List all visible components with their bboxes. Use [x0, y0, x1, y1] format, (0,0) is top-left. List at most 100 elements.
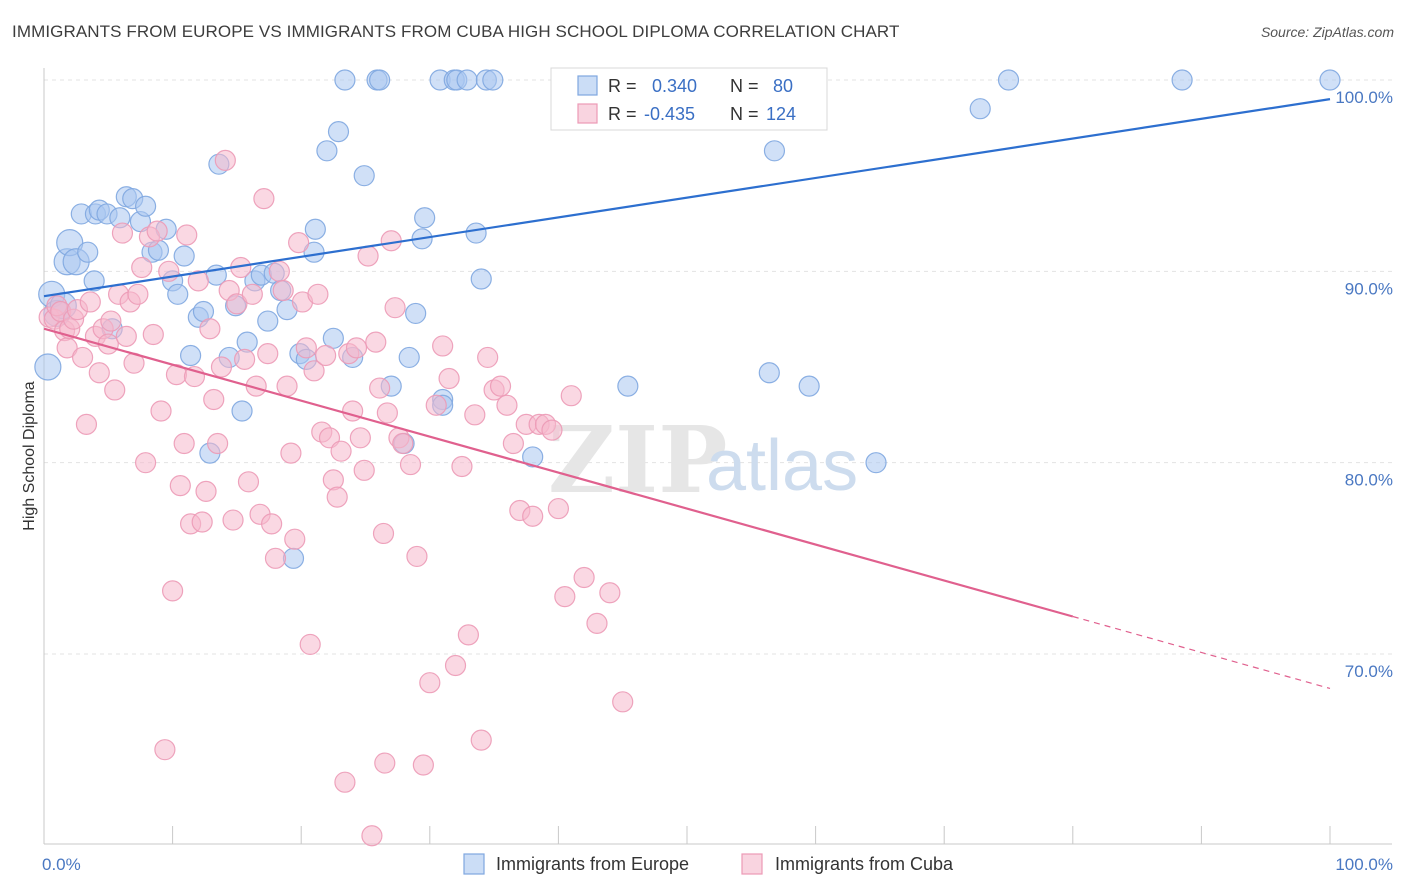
cuba-point — [131, 256, 153, 279]
cuba-point — [477, 346, 499, 369]
europe-point — [180, 344, 202, 367]
cuba-point — [432, 335, 454, 357]
legend-n-label-europe: N = — [730, 76, 759, 96]
europe-point — [282, 547, 305, 569]
cuba-point — [365, 331, 387, 353]
cuba-point — [241, 283, 263, 305]
legend-r-value-cuba: -0.435 — [644, 104, 695, 124]
europe-point — [398, 346, 420, 369]
cuba-point — [438, 367, 460, 390]
cuba-point — [470, 729, 492, 751]
cuba-point — [554, 585, 576, 608]
cuba-point — [586, 612, 608, 634]
cuba-point — [169, 475, 191, 497]
bottom-legend-label-europe: Immigrants from Europe — [496, 854, 689, 874]
cuba-point — [307, 283, 329, 305]
cuba-point — [154, 739, 176, 761]
cuba-point — [560, 385, 582, 407]
legend-r-label-cuba: R = — [608, 104, 637, 124]
y-tick-labels: 70.0% 80.0% 90.0% 100.0% — [1335, 88, 1393, 681]
europe-point — [798, 375, 820, 397]
trend-line-cuba — [43, 327, 1074, 618]
cuba-point — [334, 771, 356, 793]
cuba-point — [522, 505, 544, 527]
cuba-point — [451, 455, 473, 478]
cuba-point — [264, 547, 287, 569]
europe-point — [758, 362, 780, 384]
cuba-point — [272, 279, 294, 302]
cuba-point — [419, 672, 441, 694]
cuba-point — [111, 222, 134, 244]
cuba-point — [199, 318, 221, 340]
cuba-point — [71, 346, 94, 369]
cuba-point — [372, 522, 395, 545]
cuba-point — [257, 343, 279, 365]
cuba-point — [104, 379, 126, 401]
europe-point — [465, 222, 487, 244]
y-tick-label-80: 80.0% — [1345, 471, 1393, 490]
cuba-point — [330, 440, 352, 462]
legend-r-label-europe: R = — [608, 76, 637, 96]
europe-point — [1171, 69, 1193, 91]
europe-point — [173, 245, 195, 267]
europe-point — [327, 121, 350, 143]
europe-point — [83, 270, 105, 292]
cuba-point — [502, 432, 524, 455]
europe-point — [1319, 69, 1341, 91]
cuba-point — [303, 360, 325, 382]
trend-line-cuba-extension — [1072, 615, 1331, 690]
cuba-point — [406, 545, 428, 568]
cuba-point — [496, 394, 518, 416]
trend-lines — [43, 98, 1331, 690]
europe-point — [304, 218, 326, 240]
cuba-point — [573, 566, 595, 589]
cuba-point — [207, 432, 229, 455]
cuba-point — [127, 283, 149, 305]
cuba-point — [380, 230, 402, 252]
cuba-point — [353, 459, 375, 481]
europe-point — [405, 302, 427, 325]
cuba-point — [100, 310, 122, 332]
europe-point — [134, 195, 157, 217]
cuba-point — [464, 404, 486, 426]
bottom-legend-swatch-cuba — [741, 853, 763, 875]
europe-point — [257, 310, 279, 332]
cuba-point — [541, 419, 563, 441]
cuba-point — [134, 452, 157, 474]
legend-bottom: Immigrants from Europe Immigrants from C… — [463, 853, 954, 875]
cuba-point — [146, 220, 168, 242]
cuba-point — [187, 270, 209, 292]
cuba-point — [195, 480, 217, 502]
cuba-point — [142, 323, 164, 346]
cuba-point — [376, 402, 398, 424]
cuba-point — [288, 232, 310, 254]
legend-n-label-cuba: N = — [730, 104, 759, 124]
cuba-point — [399, 453, 422, 476]
cuba-point — [280, 442, 302, 464]
y-axis-title: High School Diploma — [21, 381, 38, 531]
legend-swatch-europe — [577, 75, 598, 96]
cuba-point — [326, 486, 348, 508]
cuba-point — [318, 427, 341, 449]
bottom-legend-swatch-europe — [463, 853, 485, 875]
cuba-point — [176, 224, 198, 246]
legend-top: R = 0.340 N = 80 R = -0.435 N = 124 — [550, 67, 828, 131]
cuba-point — [374, 752, 396, 774]
europe-point — [231, 400, 253, 422]
legend-r-value-europe: 0.340 — [652, 76, 697, 96]
cuba-point — [203, 388, 225, 411]
cuba-point — [489, 375, 512, 397]
legend-swatch-cuba — [577, 103, 598, 124]
cuba-point — [276, 375, 298, 397]
y-tick-label-70: 70.0% — [1345, 662, 1393, 681]
cuba-point — [392, 432, 414, 455]
cuba-point — [547, 497, 570, 520]
watermark-zip: ZIP — [548, 406, 727, 514]
cuba-point — [191, 511, 213, 533]
cuba-point — [226, 293, 248, 315]
cuba-point — [612, 691, 634, 713]
europe-point — [482, 69, 504, 91]
axes — [43, 68, 1392, 845]
cuba-point — [222, 509, 244, 531]
